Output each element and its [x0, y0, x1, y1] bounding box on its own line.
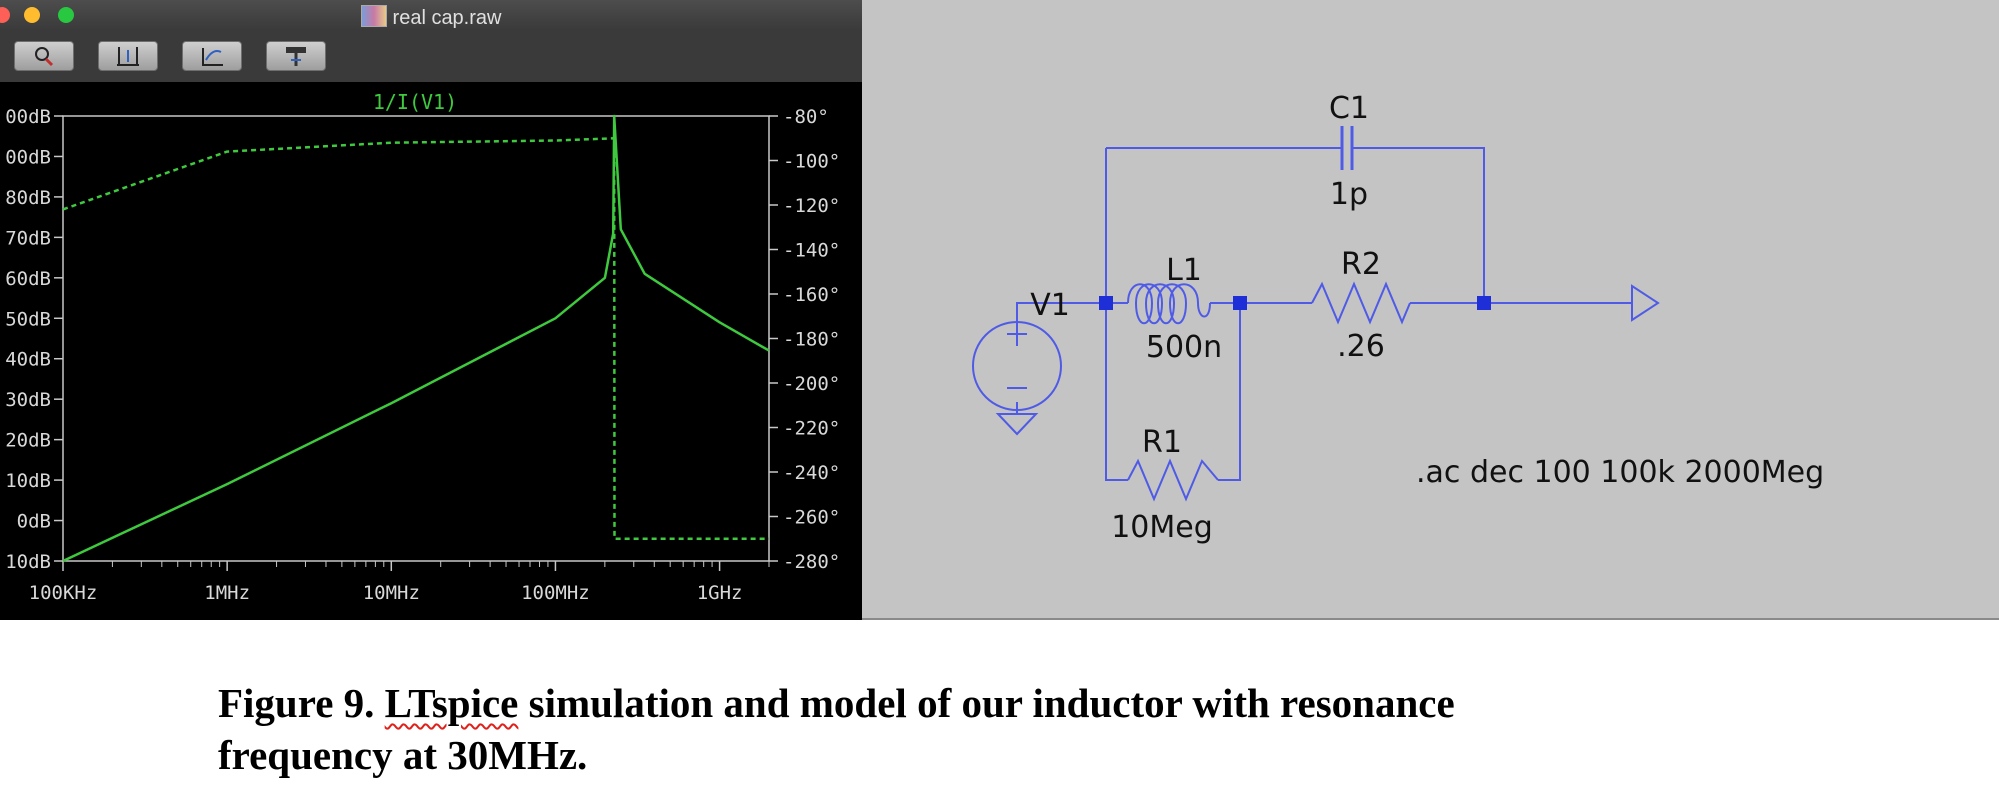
- magnifier-icon: [35, 47, 54, 67]
- l1-value-label: 500n: [1146, 330, 1222, 365]
- magnitude-tick-label: 40dB: [5, 349, 51, 371]
- waveform-viewer-window: real cap.raw: [0, 0, 862, 620]
- magnitude-tick-label: 20dB: [5, 430, 51, 452]
- wire-r1-right: [1218, 303, 1241, 481]
- phase-tick-label: -280°: [783, 551, 840, 573]
- window-title: real cap.raw: [0, 5, 862, 30]
- resistor-r2[interactable]: [1311, 281, 1411, 325]
- plot-toolbar: [0, 30, 862, 82]
- v1-name-label: V1: [1030, 288, 1070, 323]
- caption-line-2: frequency at 30MHz.: [218, 732, 588, 778]
- magnitude-tick-label: 60dB: [5, 268, 51, 290]
- phase-tick-label: -140°: [783, 240, 840, 262]
- plot-frame: [62, 115, 770, 562]
- window-title-text: real cap.raw: [392, 7, 502, 29]
- resistor-r1[interactable]: [1127, 458, 1219, 502]
- magnitude-axis: 00dB 00dB 80dB 70dB 60dB 50dB 40dB 30dB 20dB 10dB…: [5, 106, 63, 573]
- r2-name-label: R2: [1341, 247, 1381, 282]
- frequency-tick-label: 1GHz: [697, 582, 743, 604]
- pan-button[interactable]: [182, 41, 242, 71]
- phase-tick-label: -220°: [783, 418, 840, 440]
- magnitude-trace: [62, 114, 770, 563]
- phase-tick-label: -80°: [783, 106, 829, 128]
- wire-r1-left: [1105, 303, 1128, 481]
- frequency-tick-label: 10MHz: [363, 582, 420, 604]
- l1-name-label: L1: [1166, 253, 1202, 288]
- c1-value-label: 1p: [1330, 177, 1368, 212]
- magnitude-tick-label: 00dB: [5, 146, 51, 168]
- magnitude-tick-label: 50dB: [5, 308, 51, 330]
- c1-name-label: C1: [1329, 91, 1369, 126]
- phase-tick-label: -260°: [783, 507, 840, 529]
- inductor-l1[interactable]: [1127, 283, 1211, 324]
- r1-value-label: 10Meg: [1111, 510, 1213, 545]
- autorange-button[interactable]: [98, 41, 158, 71]
- phase-tick-label: -100°: [783, 151, 840, 173]
- probe-icon: [286, 47, 306, 66]
- window-titlebar: real cap.raw: [0, 0, 862, 31]
- phase-tick-label: -180°: [783, 329, 840, 351]
- phase-tick-label: -160°: [783, 284, 840, 306]
- phase-trace: [62, 137, 769, 541]
- junction-dots: [1099, 296, 1491, 310]
- trace-label: 1/I(V1): [373, 90, 457, 114]
- magnitude-tick-label: 10dB: [5, 470, 51, 492]
- traces: [62, 114, 770, 563]
- phase-tick-label: -120°: [783, 195, 840, 217]
- frequency-axis: 100KHz 1MHz 10MHz 100MHz 1GHz: [29, 561, 770, 604]
- figure-caption: Figure 9. LTspice simulation and model o…: [218, 677, 1818, 781]
- frequency-tick-label: 100MHz: [521, 582, 590, 604]
- frequency-tick-label: 1MHz: [204, 582, 250, 604]
- spellcheck-word: LTspice: [384, 680, 519, 726]
- magnitude-tick-label: 0dB: [17, 511, 51, 533]
- magnitude-tick-label: 70dB: [5, 227, 51, 249]
- output-port-flag[interactable]: [1631, 284, 1660, 322]
- schematic-canvas: C1 1p L1 500n R2 .26 R1 10Meg V1 .ac dec…: [972, 91, 1824, 545]
- magnitude-tick-label: 30dB: [5, 389, 51, 411]
- frequency-tick-label: 100KHz: [29, 582, 98, 604]
- bode-plot: 1/I(V1) 00dB 00dB 80dB 70dB 60dB 50dB 40dB 30dB…: [5, 90, 840, 604]
- pan-icon: [202, 48, 223, 66]
- r1-name-label: R1: [1142, 425, 1182, 460]
- wire-top-right: [1352, 147, 1485, 303]
- magnitude-tick-label: 00dB: [5, 106, 51, 128]
- ground-symbol: [995, 413, 1039, 436]
- ac-directive[interactable]: .ac dec 100 100k 2000Meg: [1416, 455, 1824, 490]
- caption-line-1: simulation and model of our inductor wit…: [528, 680, 1455, 726]
- figure-number: Figure 9.: [218, 680, 375, 726]
- autorange-icon: [117, 47, 139, 66]
- phase-tick-label: -200°: [783, 373, 840, 395]
- voltage-source-v1[interactable]: [972, 321, 1062, 411]
- minimize-window-button[interactable]: [24, 7, 40, 23]
- phase-axis: -80° -100° -120° -140° -160° -180° -200° -220° -…: [769, 106, 840, 573]
- zoom-tool-button[interactable]: [14, 41, 74, 71]
- r2-value-label: .26: [1337, 329, 1385, 364]
- probe-button[interactable]: [266, 41, 326, 71]
- zoom-window-button[interactable]: [58, 7, 74, 23]
- close-window-button[interactable]: [0, 7, 10, 23]
- capacitor-c1[interactable]: [1340, 126, 1354, 170]
- magnitude-tick-label: 80dB: [5, 187, 51, 209]
- raw-file-icon: [360, 5, 387, 27]
- magnitude-tick-label: 10dB: [5, 551, 51, 573]
- phase-tick-label: -240°: [783, 462, 840, 484]
